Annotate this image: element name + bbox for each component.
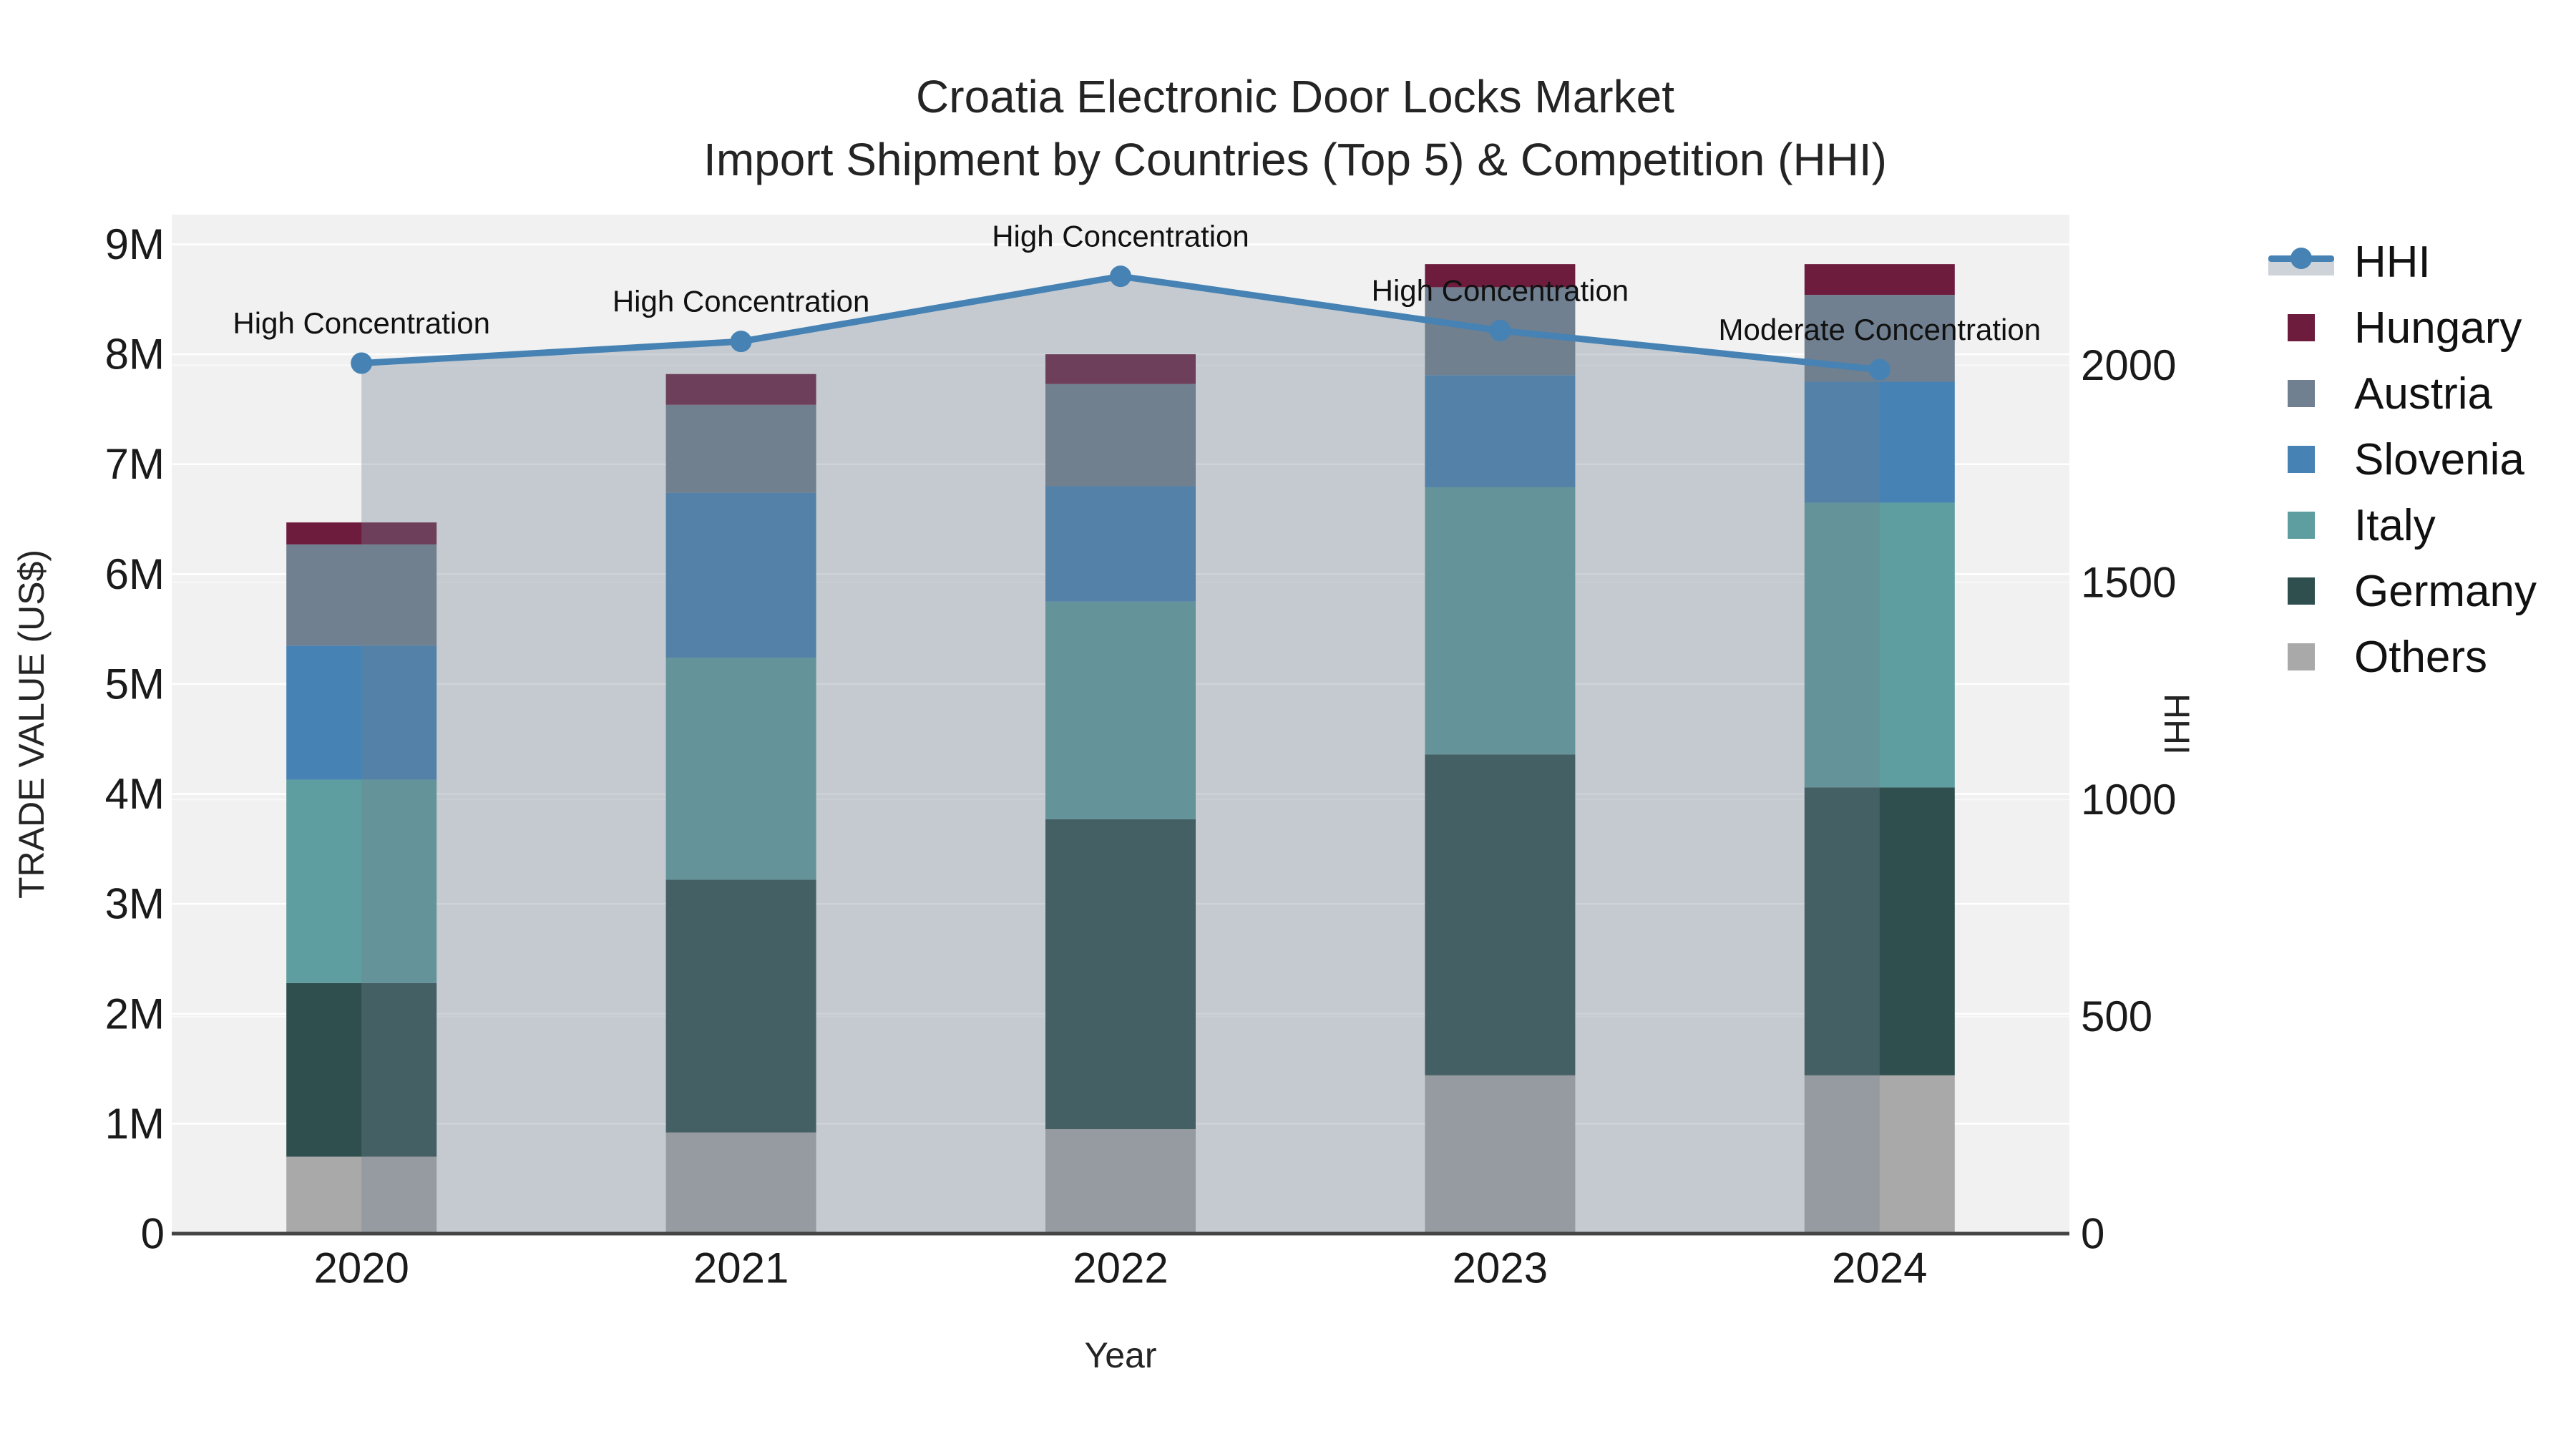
bar-segment-others-2022[interactable] [1045, 1129, 1196, 1234]
y-left-tick-0: 0 [141, 1210, 165, 1258]
legend-swatch-germany-icon [2288, 577, 2315, 605]
x-tick-2021: 2021 [693, 1244, 789, 1292]
legend-item-austria[interactable]: Austria [2261, 361, 2537, 426]
legend-label-germany: Germany [2354, 566, 2537, 616]
y-left-tick-1M: 1M [105, 1100, 165, 1148]
x-tick-2024: 2024 [1832, 1244, 1927, 1292]
y-right-tick-1000: 1000 [2081, 776, 2176, 824]
hhi-marker-2023[interactable] [1489, 319, 1511, 341]
bar-segment-italy-2022[interactable] [1045, 601, 1196, 819]
annotation-2020: High Concentration [233, 306, 490, 340]
legend-hhi-line-sample-icon [2268, 245, 2334, 278]
legend-swatch-others-icon [2288, 643, 2315, 670]
bar-segment-italy-2024[interactable] [1804, 502, 1955, 788]
bar-segment-italy-2021[interactable] [665, 658, 816, 880]
legend-label-others: Others [2354, 632, 2488, 682]
hhi-marker-2020[interactable] [351, 352, 373, 374]
annotation-2023: High Concentration [1372, 273, 1629, 307]
legend-label-austria: Austria [2354, 369, 2492, 419]
y-right-tick-500: 500 [2081, 992, 2152, 1040]
bar-segment-germany-2021[interactable] [665, 879, 816, 1133]
bar-segment-germany-2022[interactable] [1045, 819, 1196, 1130]
legend-item-hungary[interactable]: Hungary [2261, 295, 2537, 361]
legend-swatch-italy-icon [2288, 512, 2315, 539]
bar-segment-austria-2022[interactable] [1045, 384, 1196, 487]
bar-segment-germany-2024[interactable] [1804, 787, 1955, 1075]
bar-segment-hungary-2021[interactable] [665, 374, 816, 405]
bar-segment-others-2020[interactable] [286, 1156, 437, 1234]
chart-legend: HHI Hungary Austria Slovenia Italy Germany Oth… [2261, 229, 2537, 690]
y-left-tick-7M: 7M [105, 440, 165, 488]
bar-segment-austria-2021[interactable] [665, 404, 816, 493]
y-left-tick-3M: 3M [105, 880, 165, 928]
legend-label-hhi: HHI [2354, 237, 2431, 287]
legend-label-italy: Italy [2354, 500, 2436, 550]
x-axis-title-year: Year [1084, 1335, 1157, 1375]
chart-title-line2: Import Shipment by Countries (Top 5) & C… [703, 134, 1887, 185]
bar-segment-slovenia-2021[interactable] [665, 492, 816, 658]
y-right-tick-0: 0 [2081, 1210, 2104, 1258]
hhi-marker-2022[interactable] [1110, 265, 1131, 288]
legend-swatch-austria-icon [2288, 380, 2315, 407]
legend-swatch-hungary-icon [2288, 314, 2315, 341]
bar-segment-others-2024[interactable] [1804, 1075, 1955, 1234]
bar-segment-italy-2023[interactable] [1425, 487, 1576, 755]
bar-segment-hungary-2024[interactable] [1804, 264, 1955, 296]
legend-item-others[interactable]: Others [2261, 624, 2537, 690]
y-left-tick-6M: 6M [105, 550, 165, 598]
x-tick-2020: 2020 [313, 1244, 409, 1292]
bar-segment-germany-2020[interactable] [286, 982, 437, 1157]
annotation-2021: High Concentration [613, 285, 870, 318]
legend-swatch-slovenia-icon [2288, 446, 2315, 473]
legend-label-hungary: Hungary [2354, 303, 2522, 353]
bar-segment-slovenia-2024[interactable] [1804, 381, 1955, 503]
bar-segment-others-2021[interactable] [665, 1132, 816, 1234]
legend-label-slovenia: Slovenia [2354, 434, 2524, 484]
chart-title-line1: Croatia Electronic Door Locks Market [916, 71, 1674, 122]
y-right-tick-1500: 1500 [2081, 558, 2176, 606]
bar-segment-hungary-2020[interactable] [286, 522, 437, 545]
y-axis-title-trade-value: TRADE VALUE (US$) [11, 549, 52, 899]
x-tick-2023: 2023 [1453, 1244, 1548, 1292]
y-left-tick-5M: 5M [105, 660, 165, 708]
y-left-tick-8M: 8M [105, 331, 165, 379]
hhi-marker-2021[interactable] [730, 331, 752, 353]
hhi-marker-2024[interactable] [1868, 358, 1890, 381]
bar-segment-italy-2020[interactable] [286, 779, 437, 983]
legend-item-germany[interactable]: Germany [2261, 558, 2537, 624]
bar-segment-slovenia-2023[interactable] [1425, 375, 1576, 487]
bar-segment-others-2023[interactable] [1425, 1075, 1576, 1234]
bar-segment-germany-2023[interactable] [1425, 754, 1576, 1075]
y-axis-title-hhi: HHI [2157, 693, 2197, 756]
y-right-tick-2000: 2000 [2081, 341, 2176, 389]
annotation-2024: Moderate Concentration [1718, 313, 2041, 346]
y-left-tick-9M: 9M [105, 220, 165, 268]
y-left-tick-4M: 4M [105, 770, 165, 818]
bar-segment-austria-2020[interactable] [286, 544, 437, 646]
legend-item-slovenia[interactable]: Slovenia [2261, 426, 2537, 492]
bar-segment-slovenia-2022[interactable] [1045, 486, 1196, 602]
bar-segment-slovenia-2020[interactable] [286, 645, 437, 780]
bar-segment-hungary-2022[interactable] [1045, 354, 1196, 384]
legend-item-hhi[interactable]: HHI [2261, 229, 2537, 295]
x-tick-2022: 2022 [1073, 1244, 1168, 1292]
hhi-area-fill [361, 276, 1880, 1234]
bar-segment-hungary-2023[interactable] [1425, 264, 1576, 288]
legend-item-italy[interactable]: Italy [2261, 492, 2537, 558]
annotation-2022: High Concentration [992, 220, 1249, 253]
y-left-tick-2M: 2M [105, 990, 165, 1038]
